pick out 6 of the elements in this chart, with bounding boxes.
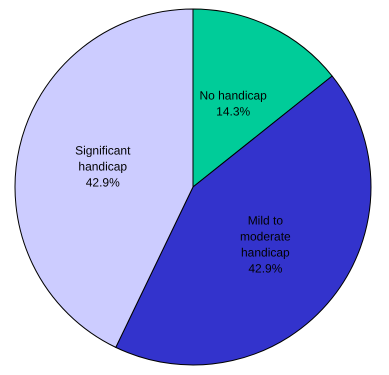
slice-label: Mild to moderate handicap bbox=[240, 214, 292, 260]
data-label: 42.9% bbox=[86, 175, 120, 190]
data-label: 14.3% bbox=[216, 104, 250, 119]
slice-label: Significant handicap bbox=[75, 143, 132, 174]
slice-label: No handicap bbox=[199, 88, 268, 103]
data-label: 42.9% bbox=[248, 262, 283, 276]
